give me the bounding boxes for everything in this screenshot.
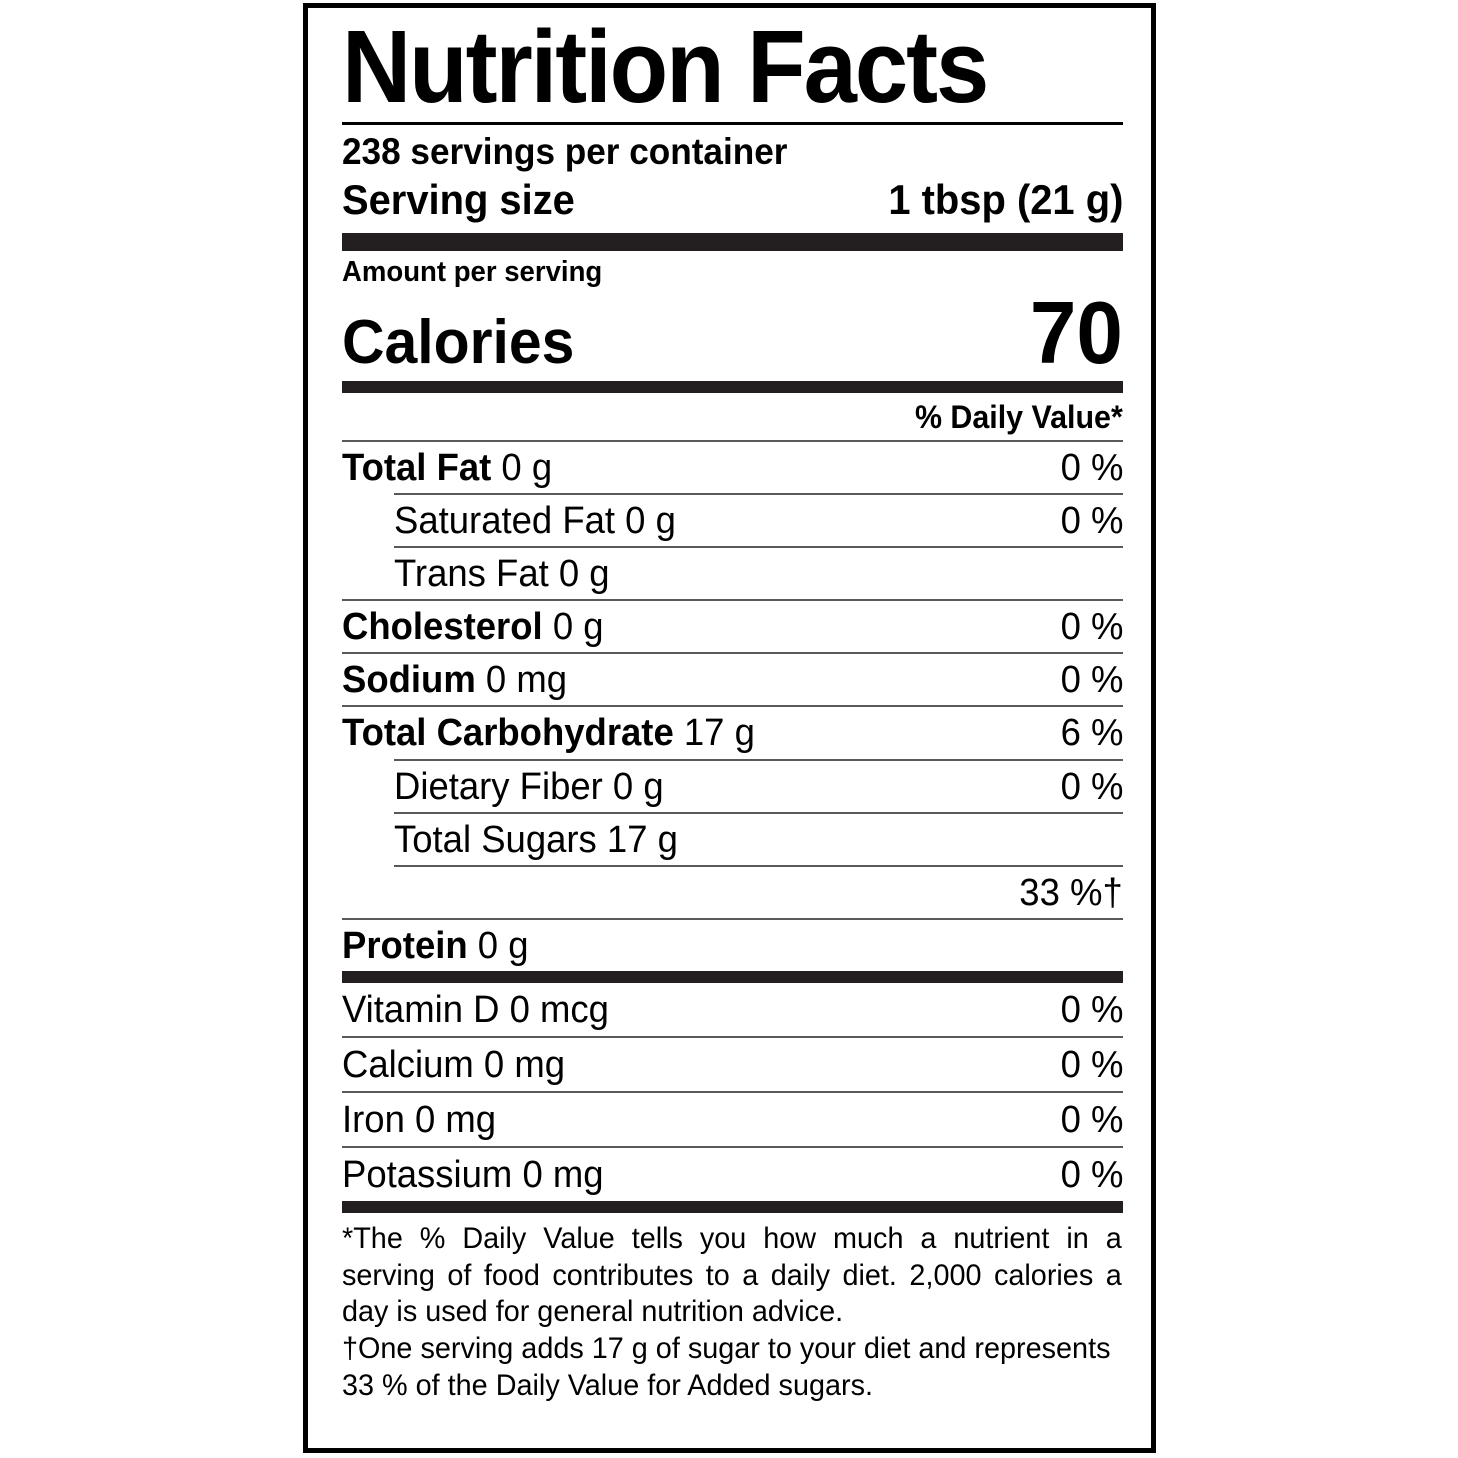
nutrient-row: Sodium 0 mg 0 % xyxy=(342,654,1123,705)
daily-value-header-text: % Daily Value* xyxy=(915,399,1123,436)
nutrient-row-divider xyxy=(394,546,1123,549)
nutrient-row-divider xyxy=(342,705,1123,708)
nutrient-row: Total Fat 0 g 0 % xyxy=(342,442,1123,493)
nutrient-list: Total Fat 0 g 0 % Saturated Fat 0 g 0 % Tran… xyxy=(342,442,1123,971)
nutrient-daily-value: 0 % xyxy=(1060,500,1123,543)
vitamin-daily-value: 0 % xyxy=(1060,1043,1123,1086)
nutrient-name: Saturated Fat 0 g xyxy=(394,499,676,543)
footnote-daily-value: *The % Daily Value tells you how much a … xyxy=(342,1222,1122,1329)
vitamin-row-divider xyxy=(342,1090,1123,1093)
nutrient-row: Total Sugars 17 g xyxy=(342,814,1123,865)
vitamin-row: Vitamin D 0 mcg 0 % xyxy=(342,983,1123,1036)
nutrient-row-divider xyxy=(394,864,1123,867)
nutrition-facts-label: Nutrition Facts 238 servings per contain… xyxy=(303,3,1156,1453)
nutrient-row-divider xyxy=(394,811,1123,814)
vitamin-daily-value: 0 % xyxy=(1060,1098,1123,1141)
nutrient-row-divider xyxy=(394,758,1123,761)
vitamin-row: Calcium 0 mg 0 % xyxy=(342,1038,1123,1091)
vitamin-row-divider xyxy=(342,1146,1123,1149)
calories-row: Calories 70 xyxy=(342,289,1123,381)
protein-divider-bar xyxy=(342,970,1123,983)
nutrient-name-bold: Protein xyxy=(342,924,468,967)
nutrient-row: 33 %† xyxy=(342,867,1123,918)
nutrient-name-amount: Total Sugars 17 g xyxy=(394,818,678,861)
nutrient-row: Cholesterol 0 g 0 % xyxy=(342,601,1123,652)
daily-value-divider xyxy=(342,440,1123,443)
nutrient-name: Total Carbohydrate 17 g xyxy=(342,711,755,755)
vitamins-divider-bar xyxy=(342,1201,1123,1214)
nutrient-row-divider xyxy=(342,599,1123,602)
nutrient-daily-value: 0 % xyxy=(1060,447,1123,490)
nutrient-name: Cholesterol 0 g xyxy=(342,605,604,649)
nutrient-row: Trans Fat 0 g xyxy=(342,548,1123,599)
amount-per-serving-label: Amount per serving xyxy=(342,256,603,289)
vitamin-name: Potassium 0 mg xyxy=(342,1154,604,1197)
nutrient-row-divider xyxy=(342,652,1123,655)
nutrient-name-amount: Saturated Fat 0 g xyxy=(394,500,676,543)
vitamin-row: Potassium 0 mg 0 % xyxy=(342,1148,1123,1201)
calories-value: 70 xyxy=(1030,283,1123,383)
nutrient-daily-value: 0 % xyxy=(1060,765,1123,808)
vitamin-name: Vitamin D 0 mcg xyxy=(342,988,609,1031)
nutrient-row-divider xyxy=(394,493,1123,496)
vitamin-daily-value: 0 % xyxy=(1060,988,1123,1031)
serving-size-row: Serving size 1 tbsp (21 g) xyxy=(342,175,1123,233)
nutrient-name-amount: 0 g xyxy=(542,606,604,649)
vitamin-row-divider xyxy=(342,1035,1123,1038)
nutrient-name-amount: Trans Fat 0 g xyxy=(394,553,610,596)
nutrient-name: Protein 0 g xyxy=(342,924,529,968)
nutrient-daily-value: 33 %† xyxy=(1019,871,1123,914)
nutrient-name-amount: 0 g xyxy=(491,447,553,490)
nutrient-name-amount: 17 g xyxy=(673,712,755,755)
nutrient-name: Sodium 0 mg xyxy=(342,658,567,702)
title-divider xyxy=(342,122,1123,126)
vitamin-daily-value: 0 % xyxy=(1060,1154,1123,1197)
nutrient-row: Total Carbohydrate 17 g 6 % xyxy=(342,707,1123,758)
vitamin-name: Calcium 0 mg xyxy=(342,1043,566,1086)
vitamin-row: Iron 0 mg 0 % xyxy=(342,1093,1123,1146)
serving-size-label: Serving size xyxy=(342,175,575,223)
serving-divider-bar xyxy=(342,233,1123,252)
nutrient-row-divider xyxy=(342,917,1123,920)
vitamin-name: Iron 0 mg xyxy=(342,1098,497,1141)
nutrient-name: Total Sugars 17 g xyxy=(394,818,678,862)
label-title: Nutrition Facts xyxy=(342,9,989,124)
nutrient-name: Trans Fat 0 g xyxy=(394,552,610,596)
nutrient-row: Protein 0 g xyxy=(342,920,1123,971)
nutrient-daily-value: 0 % xyxy=(1060,606,1123,649)
nutrient-daily-value: 0 % xyxy=(1060,659,1123,702)
daily-value-header: % Daily Value* xyxy=(342,393,1123,440)
nutrient-row: Saturated Fat 0 g 0 % xyxy=(342,495,1123,546)
serving-size-value: 1 tbsp (21 g) xyxy=(887,175,1123,223)
calories-label: Calories xyxy=(342,308,575,378)
nutrient-name: Dietary Fiber 0 g xyxy=(394,765,664,809)
nutrient-name-bold: Sodium xyxy=(342,659,476,702)
footnote-added-sugars: †One serving adds 17 g of sugar to your … xyxy=(342,1331,1111,1402)
footnotes: *The % Daily Value tells you how much a … xyxy=(342,1213,1123,1404)
calories-divider-bar xyxy=(342,381,1123,394)
nutrient-name-amount: 0 mg xyxy=(475,659,567,702)
servings-per-container: 238 servings per container xyxy=(342,131,788,173)
label-content: Nutrition Facts 238 servings per contain… xyxy=(342,9,1123,1404)
nutrient-name: Total Fat 0 g xyxy=(342,446,552,490)
nutrient-name-amount: 0 g xyxy=(467,924,529,967)
nutrient-name-bold: Cholesterol xyxy=(342,606,543,649)
vitamin-list: Vitamin D 0 mcg 0 % Calcium 0 mg 0 % Iron 0 … xyxy=(342,983,1123,1201)
nutrient-row: Dietary Fiber 0 g 0 % xyxy=(342,761,1123,812)
nutrient-daily-value: 6 % xyxy=(1060,712,1123,755)
nutrient-name-amount: Dietary Fiber 0 g xyxy=(394,765,664,808)
nutrient-name-bold: Total Carbohydrate xyxy=(342,712,674,755)
nutrient-name-bold: Total Fat xyxy=(342,447,492,490)
